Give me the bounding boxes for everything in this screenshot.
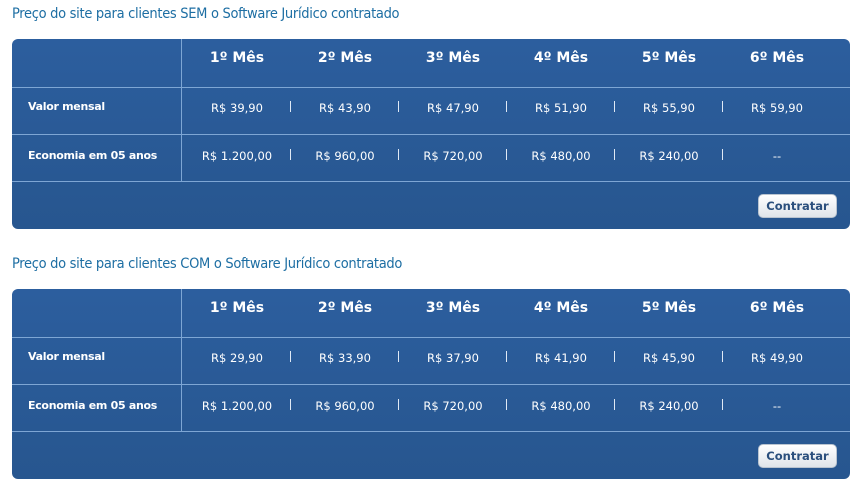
column-divider <box>181 39 182 182</box>
monthly-value-1: R$ 39,90 <box>211 101 263 115</box>
savings-value-5: R$ 240,00 <box>639 399 699 413</box>
row-divider <box>12 87 850 88</box>
row-label-savings: Economia em 05 anos <box>28 149 158 162</box>
header-month-4: 4º Mês <box>533 300 589 316</box>
monthly-value-5: R$ 55,90 <box>643 101 695 115</box>
cell-separator <box>614 149 615 160</box>
cell-separator <box>506 149 507 160</box>
cell-separator <box>290 149 291 160</box>
cell-separator <box>290 101 291 112</box>
cell-separator <box>614 399 615 410</box>
savings-value-3: R$ 720,00 <box>423 399 483 413</box>
cell-separator <box>398 149 399 160</box>
pricing-table-sem: 1º Mês 2º Mês 3º Mês 4º Mês 5º Mês 6º Mê… <box>12 39 850 229</box>
header-month-6: 6º Mês <box>749 50 805 66</box>
column-divider <box>181 289 182 432</box>
savings-value-1: R$ 1.200,00 <box>201 399 273 413</box>
header-month-6: 6º Mês <box>749 300 805 316</box>
contratar-button[interactable]: Contratar <box>758 444 837 468</box>
savings-value-5: R$ 240,00 <box>639 149 699 163</box>
header-month-3: 3º Mês <box>425 50 481 66</box>
monthly-value-2: R$ 43,90 <box>319 101 371 115</box>
savings-value-4: R$ 480,00 <box>531 399 591 413</box>
header-month-1: 1º Mês <box>209 50 265 66</box>
section-title-com: Preço do site para clientes COM o Softwa… <box>12 256 403 272</box>
cell-separator <box>722 351 723 362</box>
header-month-4: 4º Mês <box>533 50 589 66</box>
monthly-value-1: R$ 29,90 <box>211 351 263 365</box>
monthly-value-4: R$ 51,90 <box>535 101 587 115</box>
monthly-value-6: R$ 59,90 <box>751 101 803 115</box>
row-divider <box>12 181 850 182</box>
header-month-5: 5º Mês <box>641 300 697 316</box>
cell-separator <box>398 101 399 112</box>
row-label-savings: Economia em 05 anos <box>28 399 158 412</box>
cell-separator <box>614 351 615 362</box>
savings-value-2: R$ 960,00 <box>315 399 375 413</box>
cell-separator <box>506 101 507 112</box>
savings-value-6: -- <box>772 399 782 413</box>
header-month-5: 5º Mês <box>641 50 697 66</box>
cell-separator <box>290 351 291 362</box>
cell-separator <box>398 351 399 362</box>
cell-separator <box>398 399 399 410</box>
section-title-sem: Preço do site para clientes SEM o Softwa… <box>12 6 400 22</box>
header-month-2: 2º Mês <box>317 50 373 66</box>
monthly-value-2: R$ 33,90 <box>319 351 371 365</box>
cell-separator <box>614 101 615 112</box>
monthly-value-5: R$ 45,90 <box>643 351 695 365</box>
row-divider <box>12 337 850 338</box>
savings-value-4: R$ 480,00 <box>531 149 591 163</box>
monthly-value-3: R$ 47,90 <box>427 101 479 115</box>
monthly-value-4: R$ 41,90 <box>535 351 587 365</box>
cell-separator <box>506 399 507 410</box>
monthly-value-6: R$ 49,90 <box>751 351 803 365</box>
cell-separator <box>722 399 723 410</box>
row-label-monthly: Valor mensal <box>28 100 105 113</box>
cell-separator <box>290 399 291 410</box>
savings-value-3: R$ 720,00 <box>423 149 483 163</box>
cell-separator <box>506 351 507 362</box>
cell-separator <box>722 149 723 160</box>
row-divider <box>12 431 850 432</box>
header-month-1: 1º Mês <box>209 300 265 316</box>
header-month-2: 2º Mês <box>317 300 373 316</box>
pricing-table-com: 1º Mês 2º Mês 3º Mês 4º Mês 5º Mês 6º Mê… <box>12 289 850 479</box>
monthly-value-3: R$ 37,90 <box>427 351 479 365</box>
row-divider <box>12 134 850 135</box>
savings-value-1: R$ 1.200,00 <box>201 149 273 163</box>
savings-value-2: R$ 960,00 <box>315 149 375 163</box>
savings-value-6: -- <box>772 149 782 163</box>
row-divider <box>12 384 850 385</box>
header-month-3: 3º Mês <box>425 300 481 316</box>
contratar-button[interactable]: Contratar <box>758 194 837 218</box>
row-label-monthly: Valor mensal <box>28 350 105 363</box>
cell-separator <box>722 101 723 112</box>
